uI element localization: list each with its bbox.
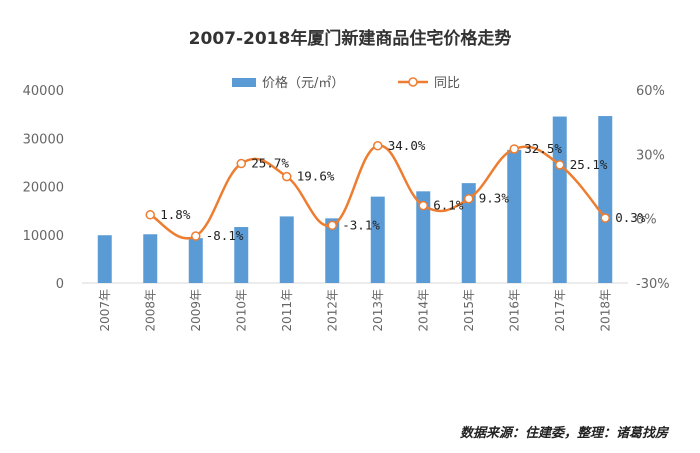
x-tick-label: 2007年: [98, 289, 112, 332]
yoy-marker: [191, 231, 201, 241]
yoy-data-label: 1.8%: [160, 207, 191, 222]
y-left-tick-label: 20000: [23, 181, 64, 196]
y-right-tick-label: 0%: [636, 213, 657, 228]
x-tick-label: 2010年: [234, 289, 248, 332]
x-tick-label: 2008年: [143, 289, 157, 332]
legend-bar-swatch: [232, 78, 256, 87]
y-left-tick-label: 10000: [23, 229, 64, 244]
yoy-data-label: 9.3%: [479, 191, 510, 206]
yoy-marker: [282, 171, 292, 182]
bar: [143, 234, 158, 283]
chart-title: 2007-2018年厦门新建商品住宅价格走势: [189, 28, 512, 49]
bar: [461, 183, 476, 283]
yoy-marker: [373, 141, 383, 151]
yoy-data-label: 25.1%: [570, 157, 608, 172]
yoy-data-label: 0.3%: [615, 210, 646, 225]
bar: [97, 235, 112, 283]
x-tick-label: 2017年: [553, 289, 567, 332]
x-tick-label: 2014年: [416, 289, 430, 332]
yoy-data-label: 19.6%: [297, 169, 335, 184]
x-tick-label: 2009年: [189, 289, 203, 332]
source-note: 数据来源：住建委，整理：诸葛找房: [460, 425, 670, 441]
x-tick-label: 2013年: [371, 289, 385, 332]
bar: [552, 116, 567, 283]
yoy-marker: [236, 158, 246, 169]
yoy-marker: [600, 213, 610, 223]
legend-line-label: 同比: [434, 76, 460, 91]
y-right-tick-label: -30%: [636, 277, 670, 292]
yoy-marker: [555, 160, 565, 170]
legend-line-marker: [408, 77, 418, 87]
bar: [234, 227, 249, 283]
y-left-tick-label: 0: [56, 277, 64, 292]
yoy-data-label: 25.7%: [251, 156, 289, 171]
bar: [416, 191, 431, 283]
yoy-data-label: 34.0%: [388, 138, 426, 153]
y-right-tick-label: 30%: [636, 148, 665, 163]
bar: [188, 238, 203, 283]
yoy-marker: [145, 210, 155, 220]
yoy-marker: [464, 193, 474, 204]
yoy-marker: [418, 200, 428, 211]
x-tick-label: 2016年: [507, 289, 521, 332]
yoy-data-label: 32.5%: [524, 141, 562, 156]
legend-bar-label: 价格（元/㎡）: [262, 75, 344, 91]
yoy-data-label: -3.1%: [342, 217, 380, 232]
bar: [370, 196, 385, 283]
yoy-marker: [509, 144, 519, 154]
y-right-tick-label: 60%: [636, 84, 665, 99]
y-left-tick-label: 40000: [23, 84, 64, 99]
yoy-data-label: 6.1%: [433, 198, 464, 213]
y-left-tick-label: 30000: [23, 132, 64, 147]
x-tick-label: 2012年: [325, 289, 339, 332]
x-tick-label: 2015年: [462, 289, 476, 332]
x-tick-label: 2011年: [280, 289, 294, 332]
yoy-data-label: -8.1%: [206, 228, 244, 243]
yoy-marker: [327, 220, 337, 231]
bar: [598, 116, 613, 284]
bar: [507, 149, 522, 283]
x-tick-label: 2018年: [598, 289, 612, 332]
bar: [325, 218, 340, 283]
bar: [279, 216, 294, 283]
